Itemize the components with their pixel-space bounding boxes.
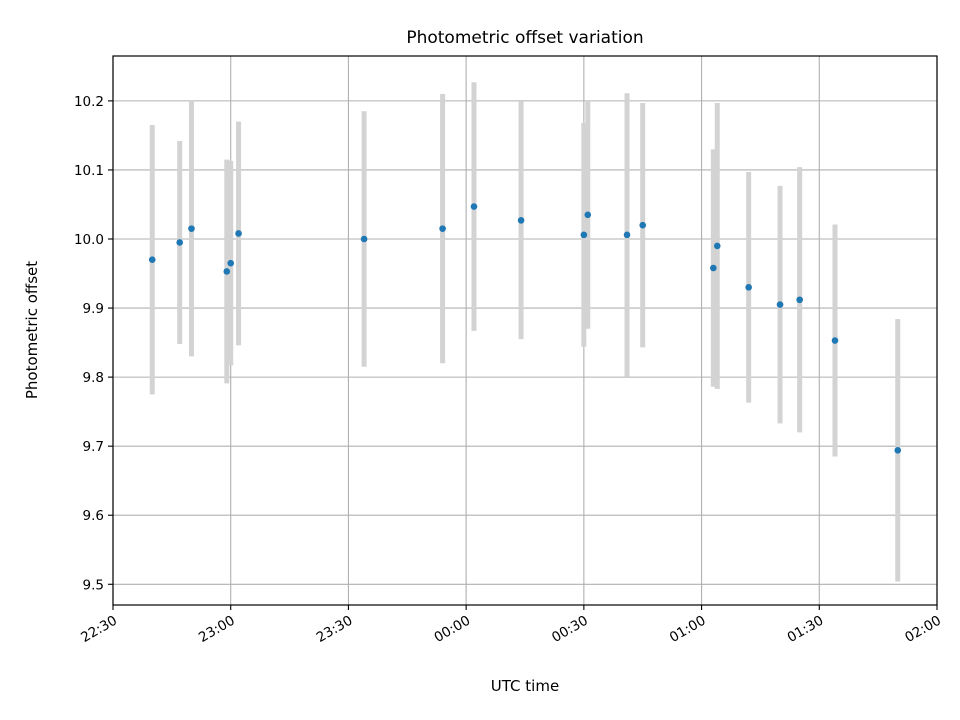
data-point [148, 256, 156, 264]
data-point [517, 217, 525, 224]
data-point [713, 242, 721, 250]
y-tick-label: 9.7 [83, 439, 104, 455]
y-tick-label: 9.5 [83, 577, 104, 593]
data-point [894, 447, 902, 454]
data-point [584, 211, 592, 219]
data-point [776, 301, 784, 308]
y-axis-label: Photometric offset [23, 261, 41, 399]
y-tick-label: 9.8 [83, 370, 104, 386]
data-point [831, 337, 839, 344]
data-point [235, 230, 242, 237]
data-point [176, 239, 184, 246]
y-tick-label: 10.2 [74, 94, 104, 110]
data-point [439, 225, 446, 232]
data-point [639, 221, 647, 229]
data-point [796, 296, 803, 304]
data-point [623, 231, 631, 239]
data-point [223, 268, 231, 275]
data-point [227, 259, 235, 267]
data-point [745, 284, 752, 291]
y-tick-label: 10.0 [74, 232, 104, 248]
data-point [360, 235, 368, 243]
plot-frame [112, 55, 938, 606]
data-point [470, 203, 478, 210]
data-point [710, 264, 717, 272]
data-points [148, 203, 902, 454]
x-axis-label: UTC time [491, 677, 559, 695]
data-point [580, 231, 588, 239]
data-point [188, 225, 195, 232]
y-tick-label: 10.1 [74, 163, 104, 179]
y-tick-label: 9.9 [83, 301, 104, 317]
chart-title: Photometric offset variation [406, 28, 643, 48]
y-tick-label: 9.6 [83, 508, 104, 524]
